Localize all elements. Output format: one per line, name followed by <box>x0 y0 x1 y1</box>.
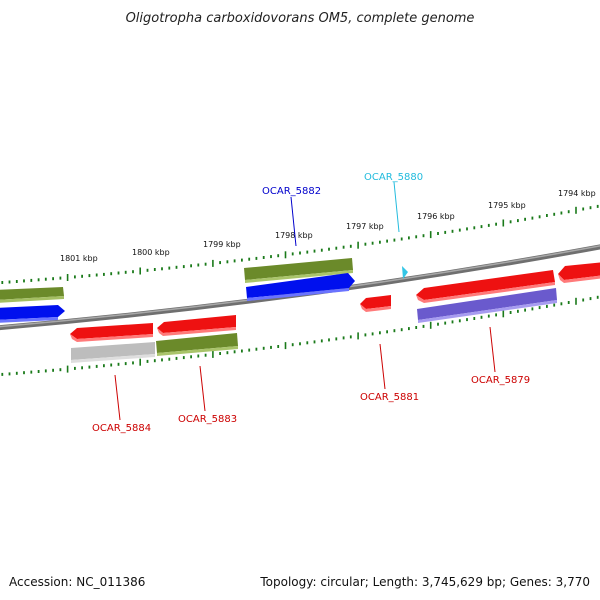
genome-title: Oligotropha carboxidovorans OM5, complet… <box>126 11 475 26</box>
gene-ocar-5882[interactable] <box>246 273 355 298</box>
gene-red-right[interactable] <box>558 262 600 280</box>
gene-ocar-5881[interactable] <box>360 295 391 309</box>
label-ocar-5882[interactable]: OCAR_5882 <box>262 186 321 197</box>
leader-ocar-5883 <box>199 365 206 412</box>
leader-ocar-5884 <box>114 374 121 421</box>
inner-tick-ring <box>1 295 599 376</box>
gene-blue-left[interactable] <box>0 305 65 320</box>
scale-labels: 1801 kbp 1800 kbp 1799 kbp 1798 kbp 1797… <box>60 189 596 263</box>
gene-ocar-5879[interactable] <box>416 270 555 300</box>
scale-label-1797: 1797 kbp <box>346 222 384 231</box>
gene-olive-center[interactable] <box>244 258 353 280</box>
reverse-genes <box>70 288 557 363</box>
label-ocar-5880[interactable]: OCAR_5880 <box>364 172 423 183</box>
outer-tick-ring <box>1 204 599 284</box>
leader-ocar-5882 <box>290 196 297 247</box>
leader-ocar-5879 <box>489 326 496 373</box>
label-ocar-5881[interactable]: OCAR_5881 <box>360 392 419 403</box>
scale-label-1801: 1801 kbp <box>60 254 98 263</box>
label-ocar-5883[interactable]: OCAR_5883 <box>178 414 237 425</box>
gene-ocar-5883[interactable] <box>156 333 238 353</box>
label-ocar-5884[interactable]: OCAR_5884 <box>92 423 151 434</box>
gene-red-left-lower[interactable] <box>70 323 153 339</box>
scale-label-1798: 1798 kbp <box>275 231 313 240</box>
label-ocar-5879[interactable]: OCAR_5879 <box>471 375 530 386</box>
scale-label-1799: 1799 kbp <box>203 240 241 249</box>
scale-label-1800: 1800 kbp <box>132 248 170 257</box>
forward-genes <box>0 258 600 323</box>
gene-red-center-lower[interactable] <box>157 315 236 333</box>
scale-label-1796: 1796 kbp <box>417 212 455 221</box>
gene-olive-left-top[interactable] <box>0 287 64 300</box>
leader-ocar-5880 <box>393 181 400 233</box>
gene-ocar-5880[interactable] <box>402 266 408 279</box>
leader-ocar-5881 <box>379 343 386 390</box>
gene-annotations: OCAR_5882 OCAR_5880 OCAR_5884 OCAR_5883 … <box>92 172 530 434</box>
scale-label-1794: 1794 kbp <box>558 189 596 198</box>
gene-purple[interactable] <box>417 288 557 320</box>
accession-text: Accession: NC_011386 <box>9 575 145 589</box>
topology-text: Topology: circular; Length: 3,745,629 bp… <box>259 575 590 589</box>
scale-label-1795: 1795 kbp <box>488 201 526 210</box>
